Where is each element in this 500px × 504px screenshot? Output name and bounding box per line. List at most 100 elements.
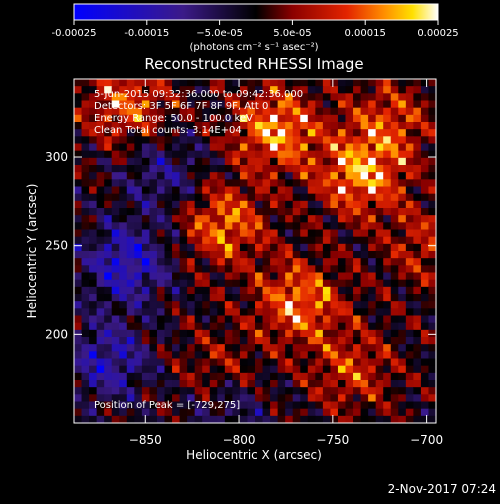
heatmap-cell (126, 79, 135, 87)
heatmap-cell (217, 172, 226, 180)
heatmap-cell (262, 294, 271, 302)
heatmap-cell (172, 380, 181, 388)
heatmap-cell (179, 387, 188, 395)
heatmap-cell (81, 208, 90, 216)
heatmap-cell (337, 208, 347, 216)
heatmap-cell (322, 179, 332, 188)
heatmap-cell (149, 265, 158, 274)
heatmap-cell (262, 222, 271, 231)
heatmap-cell (232, 215, 241, 223)
heatmap-cell (209, 215, 218, 223)
heatmap-cell (405, 100, 414, 109)
heatmap-cell (81, 107, 90, 116)
heatmap-cell (315, 157, 324, 166)
heatmap-cell (134, 179, 143, 188)
heatmap-cell (337, 93, 347, 102)
heatmap-cell (149, 172, 158, 180)
heatmap-cell (247, 186, 256, 195)
heatmap-cell (134, 186, 143, 195)
heatmap-cell (398, 337, 407, 345)
heatmap-cell (247, 179, 256, 188)
heatmap-cell (330, 136, 339, 145)
heatmap-cell (134, 193, 143, 202)
x-tick-label: −750 (316, 433, 349, 447)
heatmap-cell (89, 114, 98, 123)
heatmap-cell (413, 193, 422, 202)
heatmap-cell (353, 222, 362, 231)
heatmap-cell (255, 315, 264, 324)
heatmap-cell (375, 215, 384, 223)
heatmap-cell (405, 279, 414, 288)
heatmap-cell (202, 329, 211, 338)
heatmap-cell (134, 344, 143, 352)
heatmap-cell (187, 387, 196, 395)
heatmap-cell (224, 172, 233, 180)
heatmap-cell (270, 93, 279, 102)
heatmap-cell (337, 272, 347, 281)
heatmap-cell (111, 243, 120, 252)
heatmap-cell (217, 215, 226, 223)
heatmap-cell (239, 122, 249, 130)
heatmap-cell (262, 157, 271, 166)
heatmap-cell (126, 243, 135, 252)
heatmap-cell (202, 322, 211, 331)
heatmap-cell (262, 401, 271, 410)
heatmap-cell (164, 122, 173, 130)
annotation-energy-range: Energy Range: 50.0 - 100.0 keV (94, 113, 253, 124)
heatmap-cell (96, 251, 105, 259)
heatmap-cell (224, 186, 233, 195)
heatmap-cell (428, 193, 436, 202)
heatmap-cell (337, 136, 347, 145)
heatmap-cell (217, 286, 226, 295)
heatmap-cell (224, 165, 233, 173)
heatmap-cell (217, 114, 226, 123)
heatmap-cell (202, 265, 211, 274)
heatmap-cell (164, 215, 173, 223)
heatmap-cell (172, 236, 181, 245)
heatmap-cell (315, 394, 324, 403)
heatmap-cell (262, 286, 271, 295)
heatmap-cell (179, 129, 188, 137)
heatmap-cell (81, 143, 90, 152)
heatmap-cell (398, 79, 407, 87)
heatmap-cell (134, 372, 143, 381)
x-tick-label: −800 (223, 433, 256, 447)
heatmap-cell (322, 358, 332, 367)
heatmap-cell (330, 337, 339, 345)
heatmap-cell (270, 114, 279, 123)
heatmap-cell (262, 136, 271, 145)
heatmap-cell (194, 129, 203, 137)
heatmap-cell (390, 129, 399, 137)
heatmap-cell (383, 236, 392, 245)
heatmap-cell (172, 93, 181, 102)
heatmap-cell (315, 229, 324, 238)
heatmap-cell (315, 100, 324, 109)
heatmap-cell (398, 251, 407, 259)
heatmap-cell (111, 100, 120, 109)
heatmap-cell (111, 286, 120, 295)
heatmap-cell (428, 415, 436, 423)
heatmap-cell (141, 172, 151, 180)
heatmap-cell (202, 129, 211, 137)
heatmap-cell (247, 272, 256, 281)
heatmap-cell (390, 79, 399, 87)
heatmap-cell (360, 258, 369, 266)
heatmap-cell (330, 215, 339, 223)
heatmap-cell (172, 79, 181, 87)
heatmap-cell (149, 186, 158, 195)
heatmap-cell (104, 351, 113, 360)
heatmap-cell (111, 157, 120, 166)
heatmap-cell (119, 229, 128, 238)
heatmap-cell (307, 372, 316, 381)
heatmap-cell (224, 315, 233, 324)
heatmap-cell (375, 186, 384, 195)
heatmap-cell (420, 236, 430, 245)
heatmap-cell (217, 143, 226, 152)
heatmap-cell (420, 286, 430, 295)
heatmap-cell (375, 107, 384, 116)
heatmap-cell (285, 301, 294, 309)
heatmap-cell (375, 165, 384, 173)
heatmap-cell (368, 129, 377, 137)
heatmap-cell (322, 114, 332, 123)
heatmap-cell (119, 322, 128, 331)
